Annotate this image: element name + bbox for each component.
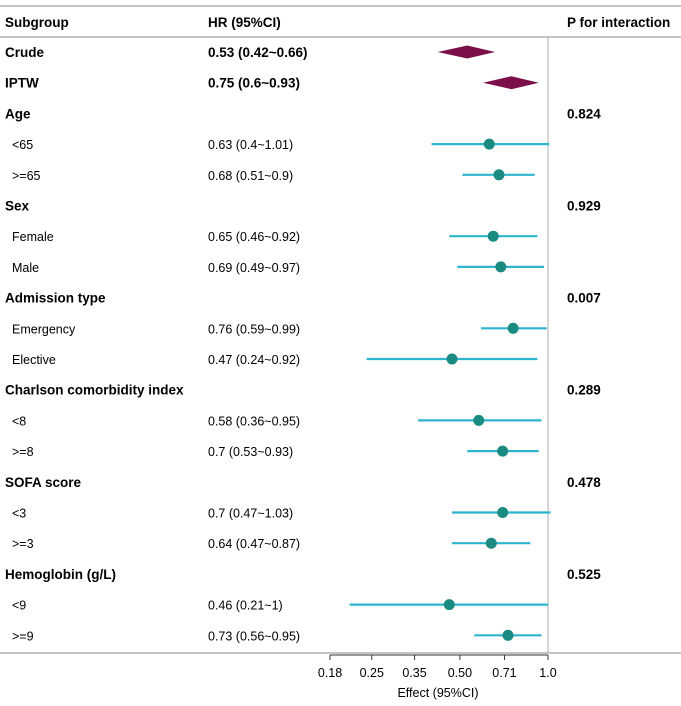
subgroup-label: <3 bbox=[12, 507, 26, 521]
rows-layer: Crude 0.53 (0.42~0.66) IPTW 0.75 (0.6~0.93)… bbox=[5, 45, 601, 643]
subgroup-hr-text: 0.64 (0.47~0.87) bbox=[208, 537, 300, 551]
subgroup-label: >=3 bbox=[12, 537, 34, 551]
subgroup-column-header: Subgroup bbox=[5, 15, 69, 30]
p-interaction-value: 0.478 bbox=[567, 475, 601, 490]
row-17: Hemoglobin (g/L) 0.525 bbox=[5, 567, 601, 582]
point-estimate bbox=[443, 599, 455, 611]
subgroup-label: >=9 bbox=[12, 629, 34, 643]
group-label: Charlson comorbidity index bbox=[5, 383, 184, 398]
subgroup-hr-text: 0.7 (0.47~1.03) bbox=[208, 507, 293, 521]
row-18: <9 0.46 (0.21~1) bbox=[12, 599, 548, 613]
row-2: Age 0.824 bbox=[5, 106, 601, 121]
row-1: IPTW 0.75 (0.6~0.93) bbox=[5, 76, 539, 91]
subgroup-hr-text: 0.65 (0.46~0.92) bbox=[208, 230, 300, 244]
row-13: >=8 0.7 (0.53~0.93) bbox=[12, 445, 539, 459]
overall-diamond bbox=[437, 45, 496, 59]
row-0: Crude 0.53 (0.42~0.66) bbox=[5, 45, 496, 60]
subgroup-label: Emergency bbox=[12, 322, 76, 336]
row-19: >=9 0.73 (0.56~0.95) bbox=[12, 629, 542, 643]
row-4: >=65 0.68 (0.51~0.9) bbox=[12, 169, 535, 183]
p-interaction-value: 0.007 bbox=[567, 291, 601, 306]
group-label: SOFA score bbox=[5, 475, 82, 490]
subgroup-hr-text: 0.69 (0.49~0.97) bbox=[208, 261, 300, 275]
x-tick-label: 0.71 bbox=[492, 666, 516, 680]
x-tick-label: 0.18 bbox=[318, 666, 342, 680]
point-estimate bbox=[487, 230, 499, 242]
subgroup-label: >=8 bbox=[12, 445, 34, 459]
p-interaction-value: 0.929 bbox=[567, 199, 601, 214]
subgroup-label: <9 bbox=[12, 599, 26, 613]
row-11: Charlson comorbidity index 0.289 bbox=[5, 383, 601, 398]
subgroup-hr-text: 0.63 (0.4~1.01) bbox=[208, 138, 293, 152]
x-tick-label: 0.50 bbox=[448, 666, 472, 680]
p-interaction-value: 0.289 bbox=[567, 383, 601, 398]
hr-column-header: HR (95%CI) bbox=[208, 15, 281, 30]
subgroup-label: <65 bbox=[12, 138, 33, 152]
group-label: Age bbox=[5, 106, 31, 121]
row-8: Admission type 0.007 bbox=[5, 291, 601, 306]
x-tick-label: 1.0 bbox=[539, 666, 556, 680]
subgroup-hr-text: 0.76 (0.59~0.99) bbox=[208, 322, 300, 336]
subgroup-hr-text: 0.58 (0.36~0.95) bbox=[208, 414, 300, 428]
point-estimate bbox=[483, 138, 495, 150]
point-estimate bbox=[493, 169, 505, 181]
point-estimate bbox=[497, 507, 509, 518]
row-9: Emergency 0.76 (0.59~0.99) bbox=[12, 322, 547, 336]
subgroup-label: Male bbox=[12, 261, 39, 275]
subgroup-label: >=65 bbox=[12, 169, 41, 183]
overall-hr-text: 0.75 (0.6~0.93) bbox=[208, 76, 300, 91]
point-estimate bbox=[497, 445, 509, 457]
group-label: Hemoglobin (g/L) bbox=[5, 567, 116, 582]
subgroup-hr-text: 0.73 (0.56~0.95) bbox=[208, 629, 300, 643]
x-axis-label: Effect (95%CI) bbox=[397, 686, 478, 700]
subgroup-label: Female bbox=[12, 230, 54, 244]
row-5: Sex 0.929 bbox=[5, 199, 601, 214]
overall-hr-text: 0.53 (0.42~0.66) bbox=[208, 45, 307, 60]
row-16: >=3 0.64 (0.47~0.87) bbox=[12, 537, 531, 551]
row-3: <65 0.63 (0.4~1.01) bbox=[12, 138, 550, 152]
point-estimate bbox=[495, 261, 507, 273]
point-estimate bbox=[485, 537, 497, 549]
row-6: Female 0.65 (0.46~0.92) bbox=[12, 230, 538, 244]
p-interaction-value: 0.824 bbox=[567, 106, 601, 121]
row-15: <3 0.7 (0.47~1.03) bbox=[12, 507, 551, 521]
overall-label: IPTW bbox=[5, 76, 39, 91]
subgroup-hr-text: 0.68 (0.51~0.9) bbox=[208, 169, 293, 183]
overall-label: Crude bbox=[5, 45, 44, 60]
row-7: Male 0.69 (0.49~0.97) bbox=[12, 261, 545, 275]
row-14: SOFA score 0.478 bbox=[5, 475, 601, 490]
group-label: Admission type bbox=[5, 291, 106, 306]
p-interaction-column-header: P for interaction bbox=[567, 15, 670, 30]
row-10: Elective 0.47 (0.24~0.92) bbox=[12, 353, 538, 367]
point-estimate bbox=[507, 322, 519, 334]
point-estimate bbox=[473, 414, 485, 426]
group-label: Sex bbox=[5, 199, 30, 214]
x-tick-label: 0.25 bbox=[360, 666, 384, 680]
subgroup-label: <8 bbox=[12, 414, 26, 428]
row-12: <8 0.58 (0.36~0.95) bbox=[12, 414, 542, 428]
point-estimate bbox=[446, 353, 458, 365]
x-tick-label: 0.35 bbox=[402, 666, 426, 680]
p-interaction-value: 0.525 bbox=[567, 567, 601, 582]
point-estimate bbox=[502, 629, 514, 641]
subgroup-label: Elective bbox=[12, 353, 56, 367]
overall-diamond bbox=[483, 76, 539, 90]
x-axis: 0.18 0.25 0.35 0.50 0.71 1.0 bbox=[318, 654, 557, 680]
subgroup-hr-text: 0.47 (0.24~0.92) bbox=[208, 353, 300, 367]
subgroup-hr-text: 0.46 (0.21~1) bbox=[208, 599, 283, 613]
subgroup-hr-text: 0.7 (0.53~0.93) bbox=[208, 445, 293, 459]
